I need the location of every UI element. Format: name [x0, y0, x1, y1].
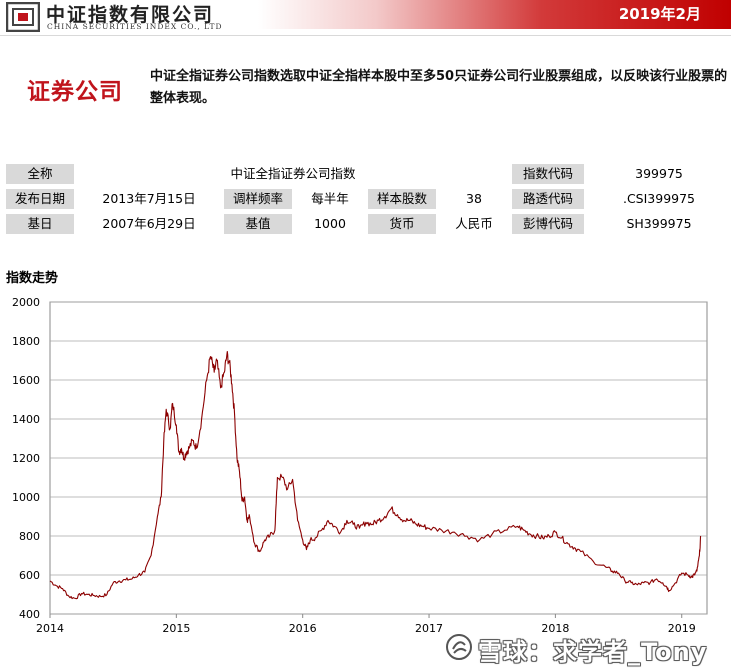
watermark: 雪球：求学者_Tony — [444, 630, 729, 666]
x-tick-label: 2015 — [162, 622, 190, 635]
x-tick-label: 2019 — [668, 622, 696, 635]
rebalance-value: 每半年 — [311, 191, 349, 206]
base-date-value: 2007年6月29日 — [102, 216, 196, 231]
csi-logo-icon — [6, 2, 40, 32]
currency-value: 人民币 — [455, 216, 493, 231]
report-date: 2019年2月 — [618, 5, 701, 23]
x-tick-label: 2017 — [415, 622, 443, 635]
full-name-label: 全称 — [6, 164, 74, 184]
rebalance-label: 调样频率 — [224, 189, 292, 209]
reuters-code-value: .CSI399975 — [622, 191, 696, 206]
page-header: 中证指数有限公司 CHINA SECURITIES INDEX CO., LTD… — [0, 0, 731, 38]
index-trend-chart: 400 600 800 1000 1200 1400 1600 1800 2000 2014 201… — [12, 296, 708, 635]
release-date-label: 发布日期 — [6, 189, 74, 209]
snowball-logo-icon — [446, 634, 472, 660]
reuters-code-label: 路透代码 — [512, 189, 584, 209]
y-tick-label: 1000 — [12, 491, 40, 504]
index-code-label: 指数代码 — [512, 164, 584, 184]
base-value-value: 1000 — [314, 216, 346, 231]
index-description: 中证全指证券公司指数选取中证全指样本股中至多50只证券公司行业股票组成，以反映该… — [150, 69, 728, 106]
header-divider — [0, 35, 731, 36]
page-title: 证券公司 — [27, 79, 123, 105]
y-tick-label: 400 — [19, 608, 40, 621]
base-date-label: 基日 — [6, 214, 74, 234]
brand-name-cn: 中证指数有限公司 — [46, 4, 215, 26]
x-tick-label: 2016 — [289, 622, 317, 635]
y-tick-label: 600 — [19, 569, 40, 582]
index-code-value: 399975 — [635, 166, 683, 181]
header-red-bar: 2019年2月 — [258, 0, 731, 29]
x-tick-label: 2014 — [36, 622, 64, 635]
constituents-value: 38 — [466, 191, 482, 206]
currency-label: 货币 — [368, 214, 436, 234]
release-date-value: 2013年7月15日 — [102, 191, 196, 206]
bloomberg-code-value: SH399975 — [626, 216, 692, 231]
y-tick-label: 800 — [19, 530, 40, 543]
chart-title: 指数走势 — [6, 271, 59, 286]
brand-name-en: CHINA SECURITIES INDEX CO., LTD — [47, 22, 223, 31]
constituents-label: 样本股数 — [368, 189, 436, 209]
watermark-text: 雪球：求学者_Tony — [478, 638, 708, 666]
y-tick-label: 1400 — [12, 413, 40, 426]
y-tick-label: 1800 — [12, 335, 40, 348]
y-tick-label: 1200 — [12, 452, 40, 465]
base-value-label: 基值 — [224, 214, 292, 234]
y-tick-label: 2000 — [12, 296, 40, 309]
bloomberg-code-label: 彭博代码 — [512, 214, 584, 234]
x-tick-label: 2018 — [541, 622, 569, 635]
y-tick-label: 1600 — [12, 374, 40, 387]
series-line-0 — [49, 350, 702, 600]
full-name-value: 中证全指证券公司指数 — [230, 166, 356, 181]
